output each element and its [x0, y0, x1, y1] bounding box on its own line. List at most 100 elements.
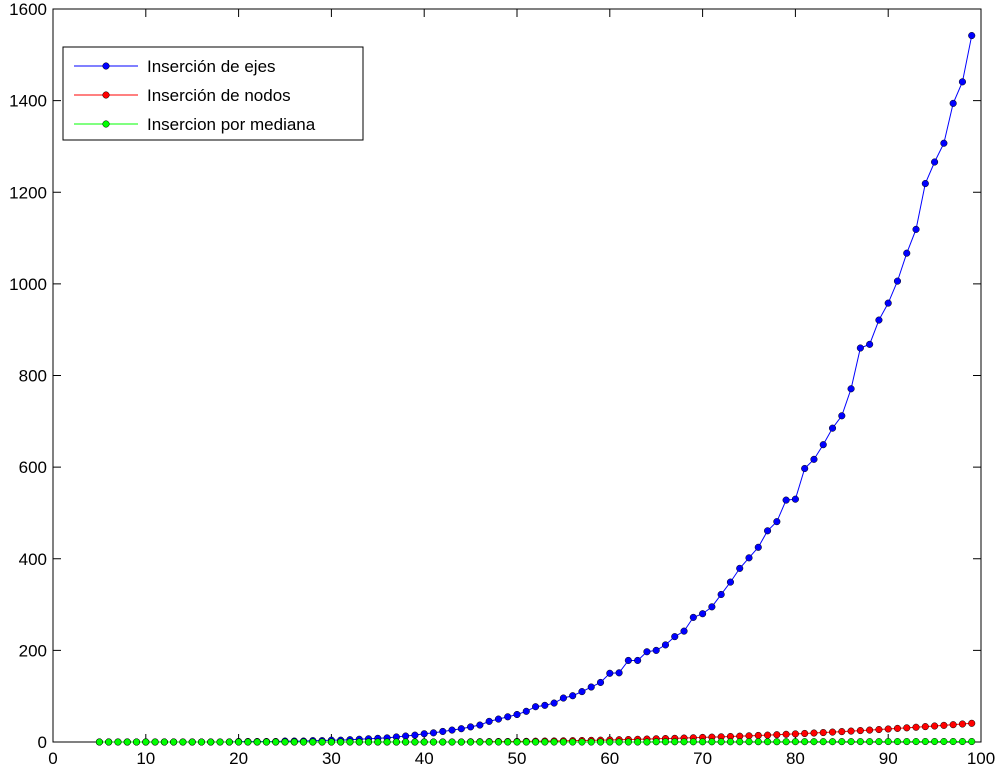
data-point	[884, 725, 892, 733]
data-point	[643, 648, 651, 656]
data-point	[847, 385, 855, 393]
data-point	[968, 737, 976, 746]
data-point	[439, 738, 447, 746]
data-point	[875, 316, 883, 324]
data-point	[680, 627, 688, 635]
data-point	[504, 713, 512, 721]
data-point	[893, 277, 902, 285]
data-point	[828, 424, 837, 432]
x-tick-label: 80	[786, 749, 805, 768]
data-point	[828, 728, 837, 736]
data-point	[559, 694, 567, 702]
data-point	[717, 738, 725, 746]
data-point	[337, 738, 345, 746]
data-point	[225, 738, 233, 746]
data-point	[736, 564, 744, 572]
data-point	[420, 738, 428, 746]
data-point	[532, 738, 540, 746]
data-point	[541, 738, 549, 746]
y-tick-label: 200	[19, 641, 47, 660]
x-tick-label: 90	[879, 749, 898, 768]
data-point	[745, 732, 753, 740]
axis-ticks: 0 10 20 30 40 50 60 70 80 90 100020040060080010001…	[9, 0, 995, 768]
data-point	[634, 738, 642, 746]
data-point	[569, 738, 577, 746]
data-point	[931, 722, 939, 730]
data-point	[736, 738, 744, 746]
y-tick-label: 1600	[9, 0, 47, 19]
data-point	[411, 738, 419, 746]
data-point	[467, 738, 475, 746]
data-point	[596, 678, 605, 686]
data-point	[903, 249, 911, 257]
series-points	[95, 32, 976, 746]
data-point	[708, 738, 716, 746]
data-point	[875, 738, 883, 746]
data-point	[949, 721, 957, 729]
data-point	[327, 738, 335, 746]
x-tick-label: 0	[48, 749, 57, 768]
data-point	[467, 723, 475, 731]
data-point	[402, 732, 410, 740]
data-point	[773, 731, 781, 739]
legend-marker-0	[102, 62, 110, 70]
y-tick-label: 1000	[9, 275, 47, 294]
data-point	[866, 340, 874, 348]
data-point	[893, 738, 902, 746]
data-point	[643, 738, 651, 746]
data-point	[179, 738, 187, 746]
data-point	[235, 738, 243, 746]
y-tick-label: 1200	[9, 183, 47, 202]
data-point	[661, 641, 670, 649]
data-point	[132, 738, 141, 746]
data-point	[170, 738, 178, 746]
data-point	[689, 738, 697, 746]
data-point	[253, 738, 261, 746]
data-point	[912, 225, 920, 233]
data-point	[355, 738, 363, 746]
data-point	[615, 669, 623, 677]
legend-marker-1	[102, 91, 110, 99]
y-tick-label: 1400	[9, 92, 47, 111]
data-point	[615, 738, 623, 746]
data-point	[114, 738, 122, 746]
data-point	[745, 554, 753, 562]
data-point	[457, 725, 465, 733]
data-point	[559, 738, 567, 746]
data-point	[476, 721, 484, 729]
data-point	[689, 613, 697, 621]
data-point	[819, 729, 827, 737]
data-point	[819, 738, 827, 746]
legend: Inserción de ejes Inserción de nodos Inser…	[62, 46, 364, 141]
data-point	[782, 730, 790, 738]
data-point	[606, 738, 614, 746]
data-point	[522, 738, 530, 746]
data-point	[578, 688, 586, 696]
data-point	[884, 738, 892, 746]
data-point	[764, 527, 772, 535]
data-point	[940, 139, 948, 147]
data-point	[142, 738, 150, 746]
data-point	[197, 738, 206, 746]
data-point	[754, 738, 762, 746]
data-point	[903, 738, 911, 746]
data-point	[754, 731, 762, 740]
data-point	[912, 723, 920, 731]
data-point	[699, 610, 707, 618]
data-point	[207, 738, 215, 746]
data-point	[940, 737, 948, 746]
data-point	[624, 738, 632, 746]
data-point	[866, 738, 874, 746]
data-point	[606, 669, 614, 677]
data-point	[411, 731, 419, 739]
data-point	[931, 737, 939, 746]
data-point	[504, 738, 512, 746]
legend-label-0: Inserción de ejes	[147, 57, 276, 76]
data-point	[801, 464, 809, 473]
data-point	[522, 707, 530, 715]
data-point	[856, 727, 864, 735]
data-point	[290, 738, 298, 746]
data-point	[485, 738, 493, 746]
data-point	[856, 738, 864, 746]
